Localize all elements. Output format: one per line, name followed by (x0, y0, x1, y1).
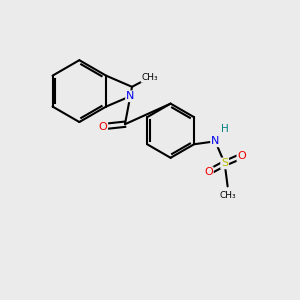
Text: O: O (237, 151, 246, 161)
Text: CH₃: CH₃ (141, 73, 158, 82)
Text: O: O (204, 167, 213, 177)
Text: O: O (98, 122, 107, 132)
Text: CH₃: CH₃ (219, 191, 236, 200)
Text: S: S (221, 158, 228, 168)
Text: N: N (126, 91, 134, 101)
Text: H: H (221, 124, 229, 134)
Text: N: N (211, 136, 219, 146)
